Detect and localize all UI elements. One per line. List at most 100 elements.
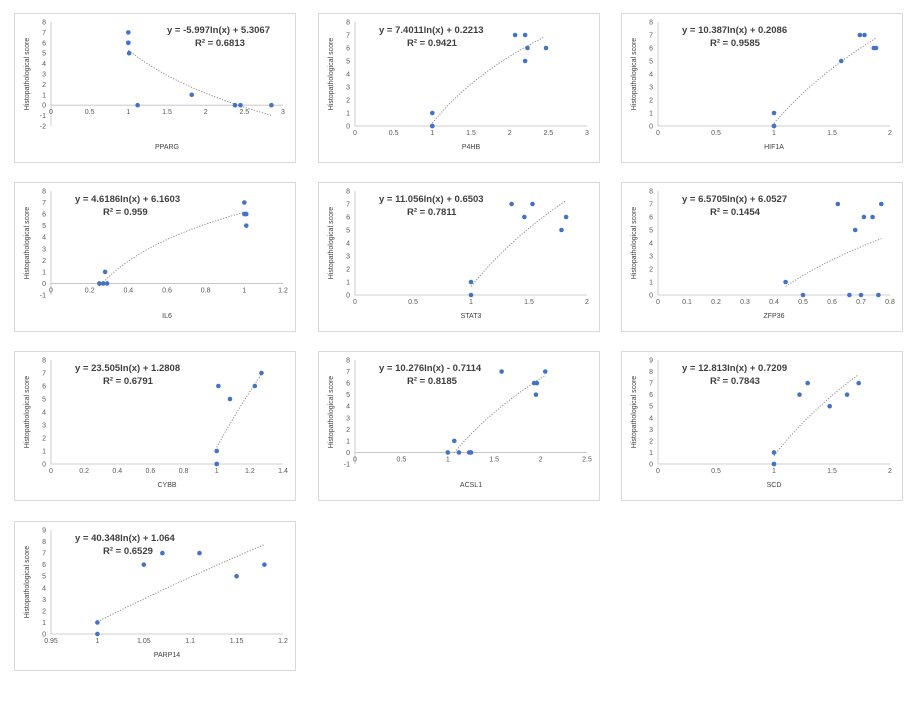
x-tick-label: 0 bbox=[656, 130, 660, 137]
data-point bbox=[838, 58, 844, 64]
data-point bbox=[95, 620, 100, 625]
y-tick-label: 1 bbox=[42, 620, 46, 627]
trendline bbox=[773, 37, 877, 124]
data-point bbox=[879, 201, 884, 207]
data-point bbox=[269, 102, 274, 108]
x-tick-label: 2.5 bbox=[239, 109, 249, 116]
x-tick-label: 1.5 bbox=[827, 130, 837, 137]
y-tick-label: 4 bbox=[42, 61, 46, 68]
data-point bbox=[104, 281, 110, 286]
y-tick-label: 5 bbox=[42, 397, 46, 404]
chart-svg-hif1a: 0 1 2 3 4 5 6 7 8 0 0.5 1 1.5 2 HIF1A Histopathological… bbox=[631, 20, 892, 152]
y-tick-label: -1 bbox=[40, 293, 46, 300]
y-tick-label: 4 bbox=[346, 241, 350, 248]
data-point bbox=[234, 573, 239, 579]
data-point bbox=[232, 102, 238, 108]
x-tick-label: 2.5 bbox=[582, 456, 592, 463]
y-tick-label: 6 bbox=[346, 381, 350, 388]
y-tick-label: 4 bbox=[649, 241, 653, 248]
data-point bbox=[522, 32, 528, 38]
x-tick-label: 0.2 bbox=[85, 287, 95, 294]
y-tick-label: 3 bbox=[42, 423, 46, 430]
y-axis-label: Histopathological score bbox=[24, 546, 31, 618]
x-tick-label: 0.3 bbox=[740, 299, 750, 306]
x-tick-label: 1.5 bbox=[489, 456, 499, 463]
data-point bbox=[857, 32, 863, 38]
x-tick-label: 1.5 bbox=[162, 109, 172, 116]
y-tick-label: 1 bbox=[42, 449, 46, 456]
x-tick-label: 1 bbox=[126, 109, 130, 116]
y-tick-label: 9 bbox=[649, 358, 653, 365]
data-point bbox=[126, 30, 131, 35]
trendline-equation: y = 10.276ln(x) - 0.7114 bbox=[379, 363, 482, 374]
y-tick-label: 9 bbox=[42, 528, 46, 535]
trendline-equation: y = 11.056ln(x) + 0.6503 bbox=[379, 194, 484, 205]
data-point bbox=[227, 396, 233, 402]
x-tick-label: 1.1 bbox=[185, 638, 195, 645]
data-point bbox=[856, 380, 861, 386]
y-tick-label: 7 bbox=[42, 551, 46, 558]
y-tick-label: 5 bbox=[42, 51, 46, 58]
data-point bbox=[861, 214, 867, 220]
data-point bbox=[189, 92, 195, 98]
data-point bbox=[771, 461, 777, 467]
data-point bbox=[456, 450, 462, 455]
data-point bbox=[126, 40, 131, 46]
y-tick-label: 1 bbox=[649, 111, 653, 118]
r-squared-label: R² = 0.6529 bbox=[103, 546, 153, 557]
x-axis-label: HIF1A bbox=[764, 144, 784, 151]
data-point bbox=[542, 369, 548, 374]
x-tick-label: 1.2 bbox=[278, 638, 288, 645]
data-point bbox=[126, 50, 132, 56]
x-tick-label: 1 bbox=[772, 468, 776, 475]
y-tick-label: 8 bbox=[42, 358, 46, 365]
y-tick-label: -2 bbox=[40, 124, 46, 131]
x-tick-label: 0 bbox=[353, 130, 357, 137]
trendline bbox=[128, 49, 272, 116]
y-tick-label: 7 bbox=[42, 371, 46, 378]
y-tick-label: 7 bbox=[649, 33, 653, 40]
x-tick-label: 1 bbox=[215, 468, 219, 475]
chart-panel-acsl1: -1 0 1 2 3 4 5 6 7 8 0 0.5 1 1.5 2 2.5 ACSL1 Histopatholo… bbox=[318, 351, 600, 501]
trendline bbox=[773, 374, 859, 456]
x-tick-label: 2 bbox=[585, 299, 589, 306]
x-tick-label: 0.5 bbox=[85, 109, 95, 116]
x-tick-label: 0 bbox=[353, 299, 357, 306]
x-tick-label: 1.15 bbox=[230, 638, 244, 645]
data-point bbox=[468, 292, 474, 298]
x-tick-label: 1.5 bbox=[466, 130, 476, 137]
x-tick-label: 0.6 bbox=[162, 287, 172, 294]
y-tick-label: 8 bbox=[346, 20, 350, 27]
chart-panel-p4hb: 0 1 2 3 4 5 6 7 8 0 0.5 1 1.5 2 2.5 3 P4HB Histopathologi… bbox=[318, 13, 600, 163]
y-tick-label: 2 bbox=[649, 438, 653, 445]
data-point bbox=[800, 292, 806, 298]
y-tick-label: 5 bbox=[42, 574, 46, 581]
data-point bbox=[771, 110, 777, 116]
r-squared-label: R² = 0.6813 bbox=[195, 38, 245, 49]
data-point bbox=[522, 214, 527, 220]
y-tick-label: 0 bbox=[42, 632, 46, 639]
y-tick-label: 1 bbox=[649, 450, 653, 457]
y-tick-label: 1 bbox=[346, 438, 350, 445]
x-tick-label: 0.4 bbox=[769, 299, 779, 306]
r-squared-label: R² = 0.7843 bbox=[710, 376, 760, 387]
y-tick-label: 0 bbox=[649, 462, 653, 469]
x-tick-label: 2 bbox=[204, 109, 208, 116]
y-tick-label: 1 bbox=[346, 280, 350, 287]
y-tick-label: 8 bbox=[346, 358, 350, 365]
y-axis-label: Histopathological score bbox=[631, 38, 638, 110]
data-point bbox=[870, 214, 875, 220]
x-tick-label: 0.8 bbox=[179, 468, 189, 475]
y-tick-label: 3 bbox=[42, 597, 46, 604]
data-point bbox=[852, 227, 858, 233]
data-point bbox=[862, 32, 867, 38]
trendline bbox=[99, 211, 247, 287]
y-tick-label: 7 bbox=[346, 202, 350, 209]
y-tick-label: 2 bbox=[42, 608, 46, 615]
r-squared-label: R² = 0.9585 bbox=[710, 38, 761, 49]
x-tick-label: 0 bbox=[353, 456, 357, 463]
y-tick-label: 5 bbox=[346, 392, 350, 399]
y-tick-label: 1 bbox=[42, 92, 46, 99]
x-tick-label: 0.1 bbox=[682, 299, 692, 306]
x-tick-label: 0.5 bbox=[711, 130, 721, 137]
